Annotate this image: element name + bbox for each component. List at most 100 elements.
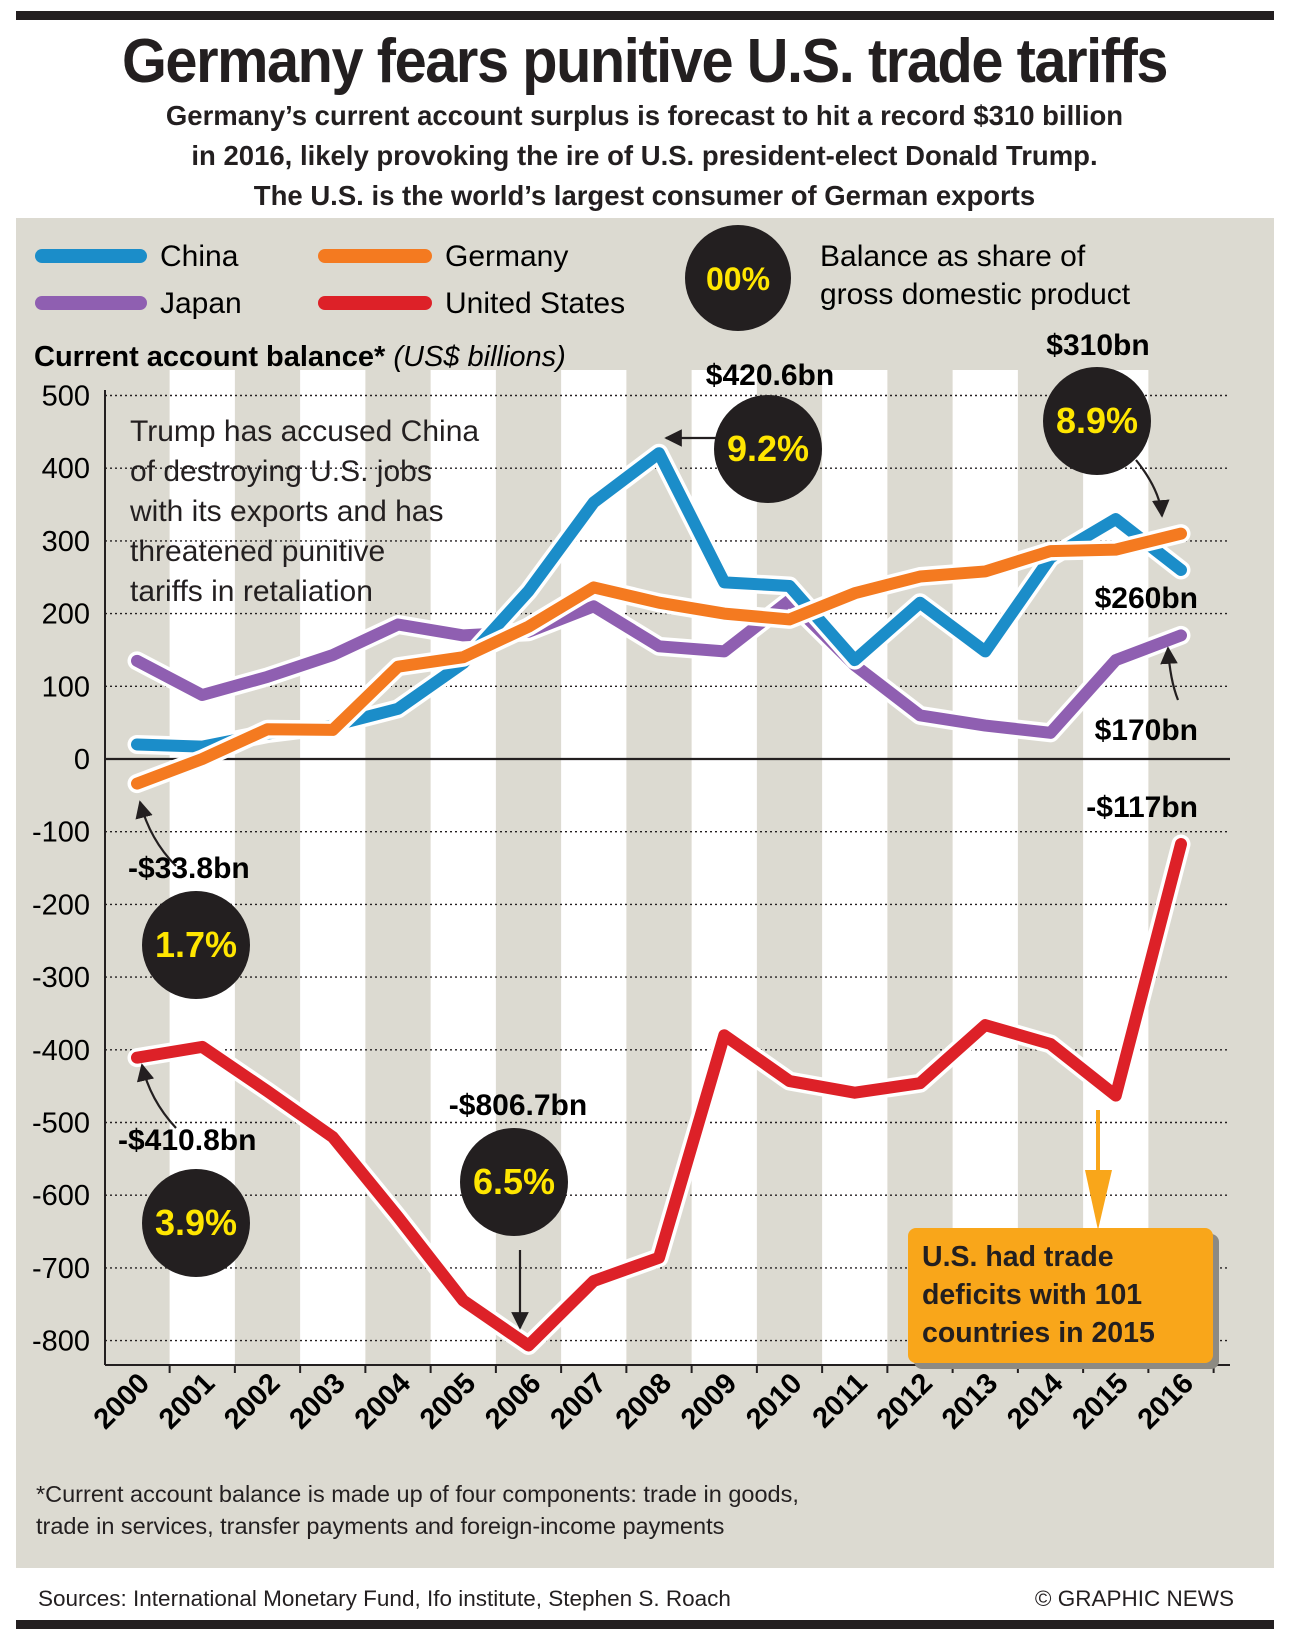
series-line-japan [131,594,1187,739]
footnote-line: trade in services, transfer payments and… [36,1513,725,1539]
x-tick-label: 2002 [218,1367,286,1435]
y-tick-label: 300 [42,526,90,558]
china-annotation: Trump has accused China of destroying U.… [130,412,560,612]
gdp-bubble-value: 8.9% [1056,400,1138,441]
gdp-bubble-value: 9.2% [727,428,809,469]
x-tick-label: 2000 [88,1367,156,1435]
value-label: -$33.8bn [128,852,250,885]
gdp-bubbles: 9.2% 8.9% 1.7% 3.9% 6.5% [142,367,1151,1277]
x-tick-label: 2012 [871,1367,939,1435]
x-tick-label: 2016 [1132,1367,1200,1435]
x-tick-label: 2004 [349,1367,417,1435]
callout-text: U.S. had trade deficits with 101 countri… [922,1238,1207,1352]
legend-label-china: China [160,240,239,273]
top-rule [16,11,1274,20]
gdp-bubble-value: 3.9% [155,1202,237,1243]
y-tick-label: 500 [42,381,90,413]
value-label: -$410.8bn [118,1124,256,1157]
gdp-bubble [142,891,250,999]
annotation-arrows [135,429,1180,1330]
value-label: -$806.7bn [449,1089,587,1122]
legend: China Japan Germany United States 00% Ba… [35,225,1131,331]
y-tick-label: -400 [32,1035,90,1067]
y-tick-label: 0 [74,744,90,776]
y-tick-label: -800 [32,1326,90,1358]
legend-gdp-sample: 00% [706,261,770,297]
x-tick-label: 2003 [283,1367,351,1435]
sources-bar: Sources: International Monetary Fund, If… [16,1574,1274,1629]
y-axis-label: Current account balance* [34,341,386,373]
y-tick-label: 200 [42,599,90,631]
footnote: *Current account balance is made up of f… [36,1478,1236,1542]
x-tick-label: 2001 [153,1367,221,1435]
legend-label-japan: Japan [160,287,242,320]
trade-deficit-callout: U.S. had trade deficits with 101 countri… [908,1228,1213,1363]
footnote-line: *Current account balance is made up of f… [36,1481,799,1507]
y-axis-units: (US$ billions) [393,341,565,373]
legend-label-germany: Germany [445,240,568,273]
value-label: $420.6bn [706,359,834,392]
y-axis-title: Current account balance* (US$ billions) [34,341,566,373]
series-line-germany [131,527,1187,790]
y-tick-labels: 500 400 300 200 100 0 -100 -200 -300 -400 -500 -600… [32,381,90,1358]
year-band [822,370,888,1365]
y-tick-label: -100 [32,817,90,849]
value-label: $310bn [1046,329,1149,362]
y-tick-label: -300 [32,962,90,994]
annotation-line: with its exports and has [130,495,444,528]
page-title: Germany fears punitive U.S. trade tariff… [121,27,1168,96]
year-band [300,370,366,1365]
x-tick-label: 2010 [740,1367,808,1435]
x-tick-label: 2015 [1066,1367,1134,1435]
value-labels: $420.6bn $310bn $260bn $170bn -$117bn -$33.8b… [118,329,1198,1157]
gdp-bubble [714,395,822,503]
series-lines [127,443,1191,1355]
gdp-bubble-value: 1.7% [155,924,237,965]
gdp-bubble [1043,367,1151,475]
x-tick-label: 2013 [936,1367,1004,1435]
x-tick-label: 2009 [675,1367,743,1435]
annotation-line: of destroying U.S. jobs [130,455,432,488]
annotation-line: tariffs in retaliation [130,575,373,608]
sources-text: Sources: International Monetary Fund, If… [38,1586,731,1611]
legend-gdp-desc: gross domestic product [820,278,1131,311]
x-tick-label: 2007 [544,1367,612,1435]
arrow-germany-2000 [135,800,177,867]
legend-gdp-bubble [685,225,791,331]
annotation-line: threatened punitive [130,535,386,568]
y-tick-label: -500 [32,1108,90,1140]
subtitle-line: Germany’s current account surplus is for… [165,100,1124,131]
callout-line: deficits with 101 [922,1279,1143,1311]
value-label: $260bn [1095,582,1198,615]
y-tick-label: -700 [32,1253,90,1285]
subtitle-line: The U.S. is the world’s largest consumer… [253,180,1036,211]
callout-line: countries in 2015 [922,1317,1155,1349]
year-band [952,370,1018,1365]
gdp-bubble-value: 6.5% [473,1161,555,1202]
legend-gdp-desc: Balance as share of [820,240,1086,273]
arrow-germany-2016 [1135,459,1170,518]
arrow-japan-2016 [1160,646,1180,701]
x-tick-labels: 2000200120022003200420052006200720082009… [88,1365,1215,1436]
gdp-bubble [142,1169,250,1277]
gdp-bubble [460,1128,568,1236]
subtitle-line: in 2016, likely provoking the ire of U.S… [191,140,1098,171]
y-tick-label: 100 [42,671,90,703]
subtitle: Germany’s current account surplus is for… [40,96,1249,216]
y-tick-label: -200 [32,889,90,921]
x-tick-label: 2014 [1001,1367,1069,1435]
arrow-us-2000 [136,1063,177,1129]
callout-line: U.S. had trade [922,1241,1114,1273]
x-tick-label: 2011 [807,1367,874,1434]
credit: © GRAPHIC NEWS [1034,1586,1234,1611]
callout-pointer [1085,1170,1112,1230]
legend-label-us: United States [445,287,625,320]
x-tick-label: 2006 [479,1367,547,1435]
annotation-line: Trump has accused China [130,415,480,448]
y-tick-label: 400 [42,453,90,485]
x-tick-label: 2005 [414,1367,482,1435]
series-line-united-states [131,838,1187,1352]
value-label: $170bn [1095,714,1198,747]
y-tick-label: -600 [32,1180,90,1212]
